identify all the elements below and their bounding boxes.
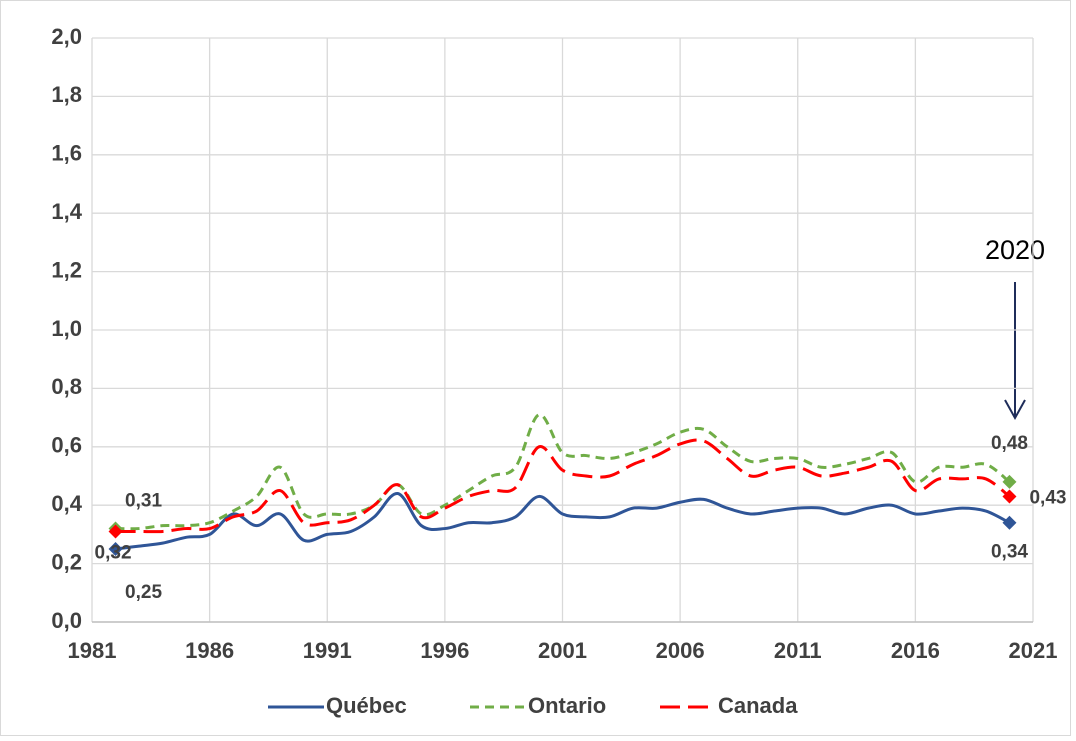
annotation-arrowhead [1004, 399, 1026, 421]
data-label: 0,31 [125, 490, 162, 511]
x-tick-label: 2006 [656, 638, 705, 663]
annotation: 2020 [985, 235, 1045, 265]
y-tick-label: 1,8 [51, 82, 82, 107]
endpoint-marker [1002, 515, 1017, 530]
series-line [115, 438, 1011, 534]
x-tick-label: 1981 [68, 638, 117, 663]
endpoint-marker [1002, 489, 1017, 504]
y-tick-label: 1,6 [51, 141, 82, 166]
y-tick-label: 1,4 [51, 199, 82, 224]
data-label: 0,34 [991, 542, 1028, 563]
x-tick-label: 2016 [891, 638, 940, 663]
endpoint-marker [108, 542, 123, 556]
y-tick-label: 0,4 [51, 491, 82, 516]
endpoint-marker [1002, 474, 1017, 489]
x-tick-label: 2001 [538, 638, 587, 663]
x-tick-label: 1986 [185, 638, 234, 663]
y-tick-label: 1,0 [51, 316, 82, 341]
legend-label: Ontario [528, 693, 606, 718]
legend-label: Québec [326, 693, 407, 718]
y-tick-label: 0,0 [51, 608, 82, 633]
endpoint-marker [108, 524, 123, 539]
y-tick-label: 0,2 [51, 549, 82, 574]
y-tick-label: 0,8 [51, 374, 82, 399]
data-label: 0,32 [95, 543, 132, 564]
y-tick-label: 1,2 [51, 257, 82, 282]
x-tick-label: 2021 [1009, 638, 1058, 663]
y-tick-label: 2,0 [51, 24, 82, 49]
data-label: 0,48 [991, 433, 1028, 454]
legend-label: Canada [718, 693, 798, 718]
x-tick-label: 1996 [420, 638, 469, 663]
x-tick-label: 1991 [303, 638, 352, 663]
series-line [115, 492, 1011, 551]
data-label: 0,43 [1029, 487, 1066, 508]
data-label: 0,25 [125, 582, 162, 603]
y-tick-label: 0,6 [51, 433, 82, 458]
x-tick-label: 2011 [774, 638, 822, 663]
